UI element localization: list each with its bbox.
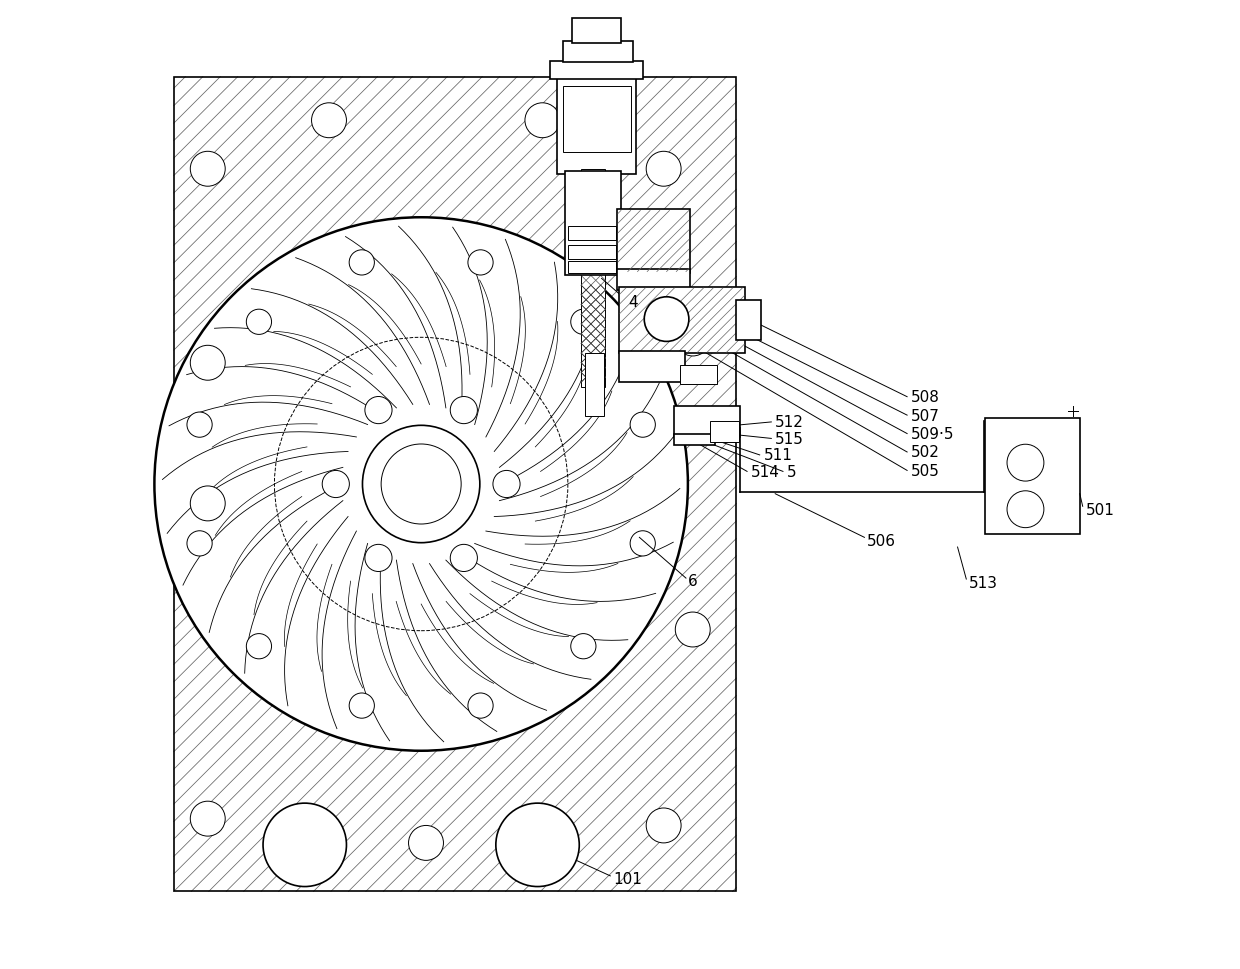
Circle shape [494, 471, 520, 498]
Circle shape [350, 693, 374, 718]
Circle shape [570, 634, 596, 659]
Bar [563, 42, 632, 63]
Circle shape [322, 471, 350, 498]
Text: 514: 514 [751, 464, 780, 480]
Circle shape [646, 808, 681, 843]
Text: 511: 511 [764, 448, 792, 463]
Bar [675, 407, 740, 438]
Bar [737, 300, 760, 341]
Circle shape [1007, 491, 1044, 528]
Bar [618, 269, 689, 291]
Circle shape [263, 803, 346, 887]
Bar [563, 87, 631, 153]
Circle shape [190, 486, 226, 521]
Circle shape [365, 397, 392, 424]
Bar [174, 78, 737, 891]
Bar [681, 365, 717, 385]
Circle shape [645, 297, 689, 342]
Bar [573, 19, 621, 44]
Text: 4: 4 [627, 295, 637, 310]
Bar [551, 62, 644, 79]
Circle shape [190, 801, 226, 836]
Text: 513: 513 [970, 576, 998, 591]
Circle shape [1007, 445, 1044, 482]
Text: 508: 508 [911, 390, 940, 405]
Text: 512: 512 [775, 415, 804, 430]
Bar [619, 352, 684, 383]
Circle shape [525, 104, 560, 139]
Bar [564, 172, 621, 276]
Bar [557, 78, 636, 174]
Circle shape [311, 104, 346, 139]
Bar [618, 210, 689, 273]
Bar [585, 354, 604, 417]
Circle shape [155, 218, 688, 751]
Circle shape [408, 826, 444, 860]
Bar [711, 422, 739, 443]
Circle shape [630, 413, 656, 438]
Circle shape [190, 346, 226, 381]
Circle shape [450, 545, 477, 572]
Text: 509·5: 509·5 [911, 426, 955, 442]
Text: 506: 506 [867, 533, 897, 548]
Circle shape [467, 693, 494, 718]
Bar [985, 419, 1080, 535]
Text: 505: 505 [911, 463, 940, 479]
Bar [675, 434, 715, 446]
Circle shape [630, 531, 656, 556]
Text: 6: 6 [688, 574, 698, 589]
Circle shape [570, 310, 596, 335]
Bar [582, 170, 605, 388]
Text: 5: 5 [787, 464, 796, 480]
Circle shape [676, 322, 711, 357]
Circle shape [362, 426, 480, 543]
Text: 502: 502 [911, 445, 940, 460]
Circle shape [450, 397, 477, 424]
Text: 507: 507 [911, 408, 940, 423]
Circle shape [646, 152, 681, 187]
Circle shape [496, 803, 579, 887]
Circle shape [365, 545, 392, 572]
Circle shape [676, 612, 711, 647]
Circle shape [467, 251, 494, 276]
Bar [568, 262, 616, 273]
Bar [568, 246, 616, 260]
Text: 501: 501 [1085, 502, 1115, 517]
Text: 515: 515 [775, 431, 804, 447]
Circle shape [381, 445, 461, 524]
Circle shape [187, 531, 212, 556]
Bar [619, 288, 745, 354]
Circle shape [190, 152, 226, 187]
Circle shape [350, 251, 374, 276]
Bar [568, 227, 616, 240]
Circle shape [247, 634, 272, 659]
Text: 101: 101 [614, 871, 642, 887]
Circle shape [247, 310, 272, 335]
Circle shape [187, 413, 212, 438]
